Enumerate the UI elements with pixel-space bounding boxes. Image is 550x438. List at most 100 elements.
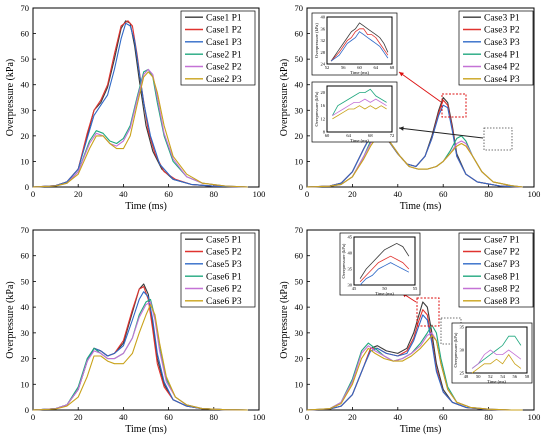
inset-series-line bbox=[332, 105, 387, 120]
x-tick-label: 0 bbox=[305, 412, 309, 422]
plot-frame bbox=[306, 229, 535, 411]
inset-y-axis-label: Overpressure (kPa) bbox=[453, 332, 458, 367]
inset-y-tick-label: 35 bbox=[460, 325, 465, 330]
inset-y-axis-label: Overpressure (kPa) bbox=[314, 91, 319, 126]
legend-box bbox=[458, 10, 534, 86]
inset-x-tick-label: 55 bbox=[413, 286, 418, 291]
inset-x-tick-label: 52 bbox=[325, 65, 330, 70]
x-tick-label: 100 bbox=[528, 189, 541, 199]
legend-entry: Case5 P3 bbox=[206, 260, 242, 270]
series-line-case4-p3 bbox=[306, 135, 523, 188]
chart-panel-1: 0 20 40 60 80 100 0 10 20 30 40 50 60 70 Time (ms) Over… bbox=[5, 3, 265, 212]
x-tick-label: 0 bbox=[31, 412, 35, 422]
legend-entry: Case4 P3 bbox=[484, 75, 520, 85]
series-line-case2-p3 bbox=[32, 71, 248, 188]
x-tick-label: 80 bbox=[210, 412, 219, 422]
legend-entry: Case8 P1 bbox=[484, 272, 520, 282]
inset-x-tick-label: 52 bbox=[488, 374, 493, 379]
inset-y-tick-label: 20 bbox=[321, 90, 326, 95]
inset-y-tick-label: 16 bbox=[321, 103, 326, 108]
legend-entry: Case7 P3 bbox=[484, 260, 520, 270]
inset-x-tick-label: 48 bbox=[464, 374, 469, 379]
zoom-arrowhead bbox=[399, 72, 404, 77]
y-axis-label: Overpressure (kPa) bbox=[279, 281, 290, 358]
legend-entry: Case8 P2 bbox=[484, 285, 520, 295]
legend-entry: Case5 P2 bbox=[206, 248, 242, 258]
y-tick-label: 30 bbox=[21, 328, 30, 338]
series-line-case7-p3 bbox=[306, 314, 523, 411]
legend-entry: Case6 P2 bbox=[206, 285, 242, 295]
inset-y-tick-label: 30 bbox=[460, 348, 465, 353]
legend-entry: Case4 P2 bbox=[484, 63, 520, 73]
y-tick-label: 20 bbox=[295, 131, 304, 141]
legend-entry: Case7 P1 bbox=[484, 235, 520, 245]
legend-entry: Case8 P3 bbox=[484, 297, 520, 307]
zoom-region bbox=[416, 297, 440, 327]
inset-series-line bbox=[471, 353, 522, 374]
zoom-arrow bbox=[398, 71, 442, 103]
y-axis-label: Overpressure (kPa) bbox=[5, 59, 16, 136]
y-tick-label: 20 bbox=[21, 354, 30, 364]
y-tick-label: 0 bbox=[25, 405, 29, 415]
inset-1: 52 56 60 64 68 24 28 32 36 40 Time (ms) Overpressur… bbox=[311, 12, 467, 118]
inset-x-axis-label: Time (ms) bbox=[350, 138, 369, 143]
chart-panel-2: 0 20 40 60 80 100 0 10 20 30 40 50 60 70 Time (ms) Over… bbox=[279, 3, 540, 212]
y-tick-label: 70 bbox=[295, 3, 304, 13]
inset-series-line bbox=[359, 262, 410, 286]
inset-y-tick-label: 25 bbox=[460, 371, 465, 376]
y-tick-label: 60 bbox=[21, 29, 30, 39]
inset-y-tick-label: 36 bbox=[321, 26, 326, 31]
inset-series-line bbox=[330, 28, 389, 62]
zoom-region bbox=[441, 93, 467, 118]
y-tick-label: 40 bbox=[295, 302, 304, 312]
x-tick-label: 40 bbox=[394, 189, 403, 199]
x-tick-label: 60 bbox=[439, 189, 448, 199]
y-tick-label: 60 bbox=[295, 29, 304, 39]
series-line-case3-p3 bbox=[306, 104, 523, 188]
inset-x-tick-label: 60 bbox=[357, 65, 362, 70]
legend-entry: Case3 P1 bbox=[484, 13, 520, 23]
y-tick-label: 10 bbox=[295, 156, 304, 166]
inset-x-axis-label: Time (ms) bbox=[350, 70, 369, 75]
x-tick-label: 20 bbox=[348, 412, 357, 422]
inset-series-line bbox=[330, 31, 389, 62]
legend-entry: Case1 P2 bbox=[206, 26, 242, 36]
x-tick-label: 100 bbox=[528, 412, 541, 422]
chart-panel-3: 0 20 40 60 80 100 0 10 20 30 40 50 60 70 Time (ms) Over… bbox=[5, 225, 265, 435]
inset-x-tick-label: 68 bbox=[390, 65, 395, 70]
x-tick-label: 20 bbox=[74, 412, 83, 422]
y-tick-label: 10 bbox=[21, 156, 30, 166]
legend-entry: Case1 P3 bbox=[206, 38, 242, 48]
inset-series-line bbox=[471, 349, 522, 369]
legend-entry: Case6 P1 bbox=[206, 272, 242, 282]
inset-frame bbox=[326, 16, 393, 65]
inset-y-tick-label: 30 bbox=[348, 283, 353, 288]
x-tick-label: 100 bbox=[253, 189, 266, 199]
x-tick-label: 40 bbox=[119, 412, 128, 422]
inset-x-axis-label: Time (ms) bbox=[375, 291, 394, 296]
inset-frame bbox=[326, 85, 393, 133]
legend-entry: Case3 P2 bbox=[484, 26, 520, 36]
legend-entry: Case3 P3 bbox=[484, 38, 520, 48]
legend-box bbox=[458, 232, 534, 308]
legend-entry: Case6 P3 bbox=[206, 297, 242, 307]
inset-1: 45 50 55 30 35 40 45 Time (ms) Overpressure (kPa… bbox=[339, 232, 440, 327]
y-tick-label: 20 bbox=[295, 354, 304, 364]
y-tick-label: 50 bbox=[295, 54, 304, 64]
y-tick-label: 0 bbox=[25, 182, 29, 192]
x-tick-label: 0 bbox=[31, 189, 35, 199]
inset-frame bbox=[353, 236, 416, 286]
plot-frame bbox=[306, 7, 535, 188]
inset-y-tick-label: 24 bbox=[321, 62, 326, 67]
inset-x-tick-label: 50 bbox=[382, 286, 387, 291]
x-tick-label: 0 bbox=[305, 189, 309, 199]
inset-y-tick-label: 28 bbox=[321, 50, 326, 55]
inset-y-axis-label: Overpressure (kPa) bbox=[314, 23, 319, 58]
inset-x-tick-label: 58 bbox=[525, 374, 530, 379]
x-tick-label: 40 bbox=[119, 189, 128, 199]
y-tick-label: 30 bbox=[295, 328, 304, 338]
legend-entry: Case5 P1 bbox=[206, 235, 242, 245]
plot-frame bbox=[32, 229, 260, 411]
y-tick-label: 40 bbox=[21, 80, 30, 90]
